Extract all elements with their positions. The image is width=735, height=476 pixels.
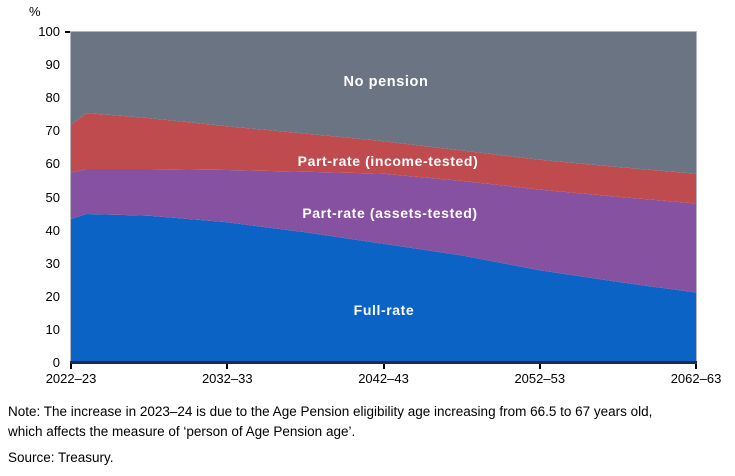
x-axis-tick	[70, 364, 72, 369]
y-axis-top-tick	[65, 31, 71, 33]
x-axis-tick	[538, 364, 541, 369]
x-axis-tick-label: 2062–63	[670, 371, 722, 386]
area-series	[71, 32, 696, 174]
area-label-full-rate: Full-rate	[353, 302, 415, 318]
chart-note: Note: The increase in 2023–24 is due to …	[8, 402, 652, 442]
x-axis-tick	[695, 364, 697, 369]
chart-source: Source: Treasury.	[8, 450, 114, 465]
y-axis-tick-label: 0	[52, 355, 60, 370]
y-axis-tick-label: 10	[45, 321, 60, 337]
y-axis-tick-label: 20	[45, 288, 60, 304]
area-label-no-pension: No pension	[343, 74, 429, 90]
note-line-1: Note: The increase in 2023–24 is due to …	[8, 404, 653, 419]
area-series	[71, 214, 696, 363]
x-axis-tick-label: 2042–43	[358, 371, 409, 386]
area-series	[71, 169, 696, 293]
x-axis-tick	[382, 364, 385, 369]
x-axis-tick	[226, 364, 229, 369]
area-label-part-rate-assets-tested: Part-rate (assets-tested)	[302, 205, 478, 221]
x-axis-tick-label: 2052–53	[514, 371, 566, 386]
x-axis-tick-label: 2022–23	[45, 371, 97, 386]
y-axis-tick-label: 100	[38, 24, 60, 39]
y-axis-unit-label: %	[29, 4, 41, 19]
y-axis-tick-label: 40	[45, 222, 60, 238]
x-axis-tick-label: 2032–33	[201, 371, 253, 386]
y-axis-tick-label: 60	[45, 156, 60, 172]
y-axis-tick-label: 30	[45, 255, 60, 271]
area-label-part-rate-income-tested: Part-rate (income-tested)	[297, 153, 479, 169]
stacked-area-svg	[71, 32, 696, 363]
y-axis-tick-label: 90	[45, 57, 60, 73]
note-line-2: which affects the measure of ‘person of …	[8, 424, 356, 439]
area-series	[71, 113, 696, 204]
y-axis-tick-label: 50	[45, 189, 60, 205]
plot-area: No pension Part-rate (income-tested) Par…	[70, 31, 697, 364]
y-axis-tick-label: 80	[45, 90, 60, 106]
x-axis-line	[70, 361, 697, 364]
y-axis-tick-label: 70	[45, 123, 60, 139]
